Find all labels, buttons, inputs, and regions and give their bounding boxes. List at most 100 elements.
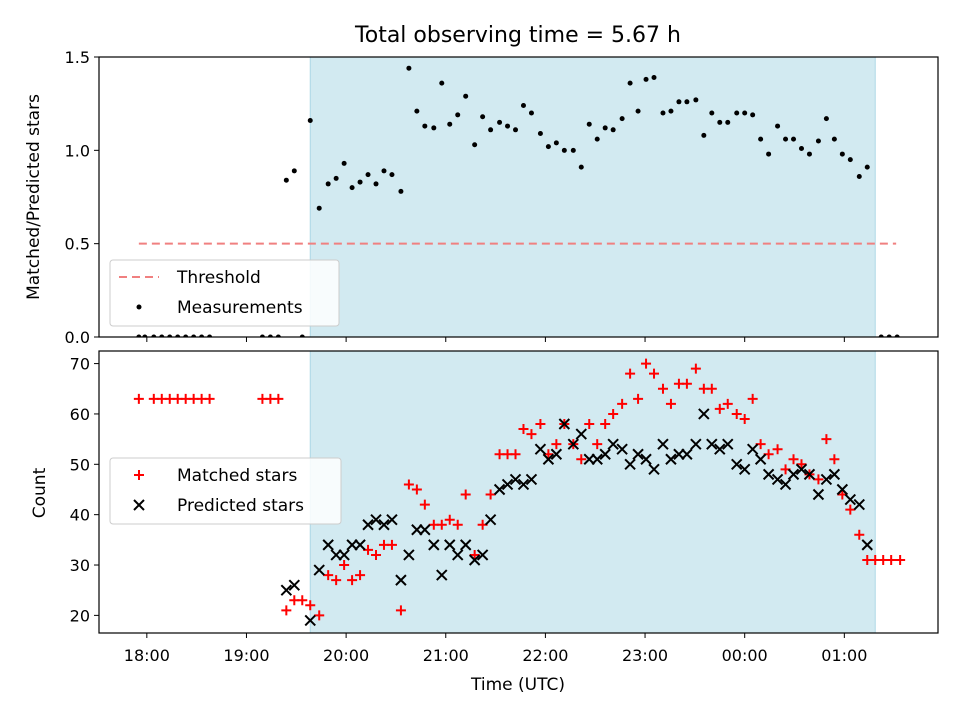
measurements-point [406,65,412,71]
predicted-stars-point [567,438,580,450]
predicted-stars-point [787,468,800,481]
matched-stars-point [584,419,595,430]
top-y-tick-label: 0.5 [65,235,90,254]
matched-stars-point [323,570,334,581]
measurements-point [447,121,453,127]
measurements-point [684,99,690,105]
matched-stars-point [551,439,562,450]
matched-stars-point [845,504,856,515]
top-observing-window [309,56,876,338]
measurements-point [136,334,142,337]
measurements-point [619,116,625,122]
measurements-point [283,177,289,183]
measurements-point [545,144,551,150]
matched-stars-point [690,363,701,374]
predicted-stars-point [665,453,677,465]
measurements-point [398,188,404,194]
matched-stars-point [436,519,447,530]
predicted-stars-point [698,408,710,420]
predicted-stars-point [476,549,489,561]
measurements-point [701,132,707,138]
bottom-y-tick-label: 60 [70,405,90,424]
measurements-point [815,138,821,144]
matched-stars-point [371,549,382,560]
measurements-point [299,334,305,337]
plot-layer: 0.0 0.5 1.0 1.5 Threshold Measurements 20 30 40 5… [65,48,939,665]
bottom-y-tick-label: 70 [70,355,90,374]
top-y-axis-label: Matched/Predicted stars [24,94,44,300]
matched-stars-point [281,605,292,616]
bottom-legend-box [109,457,342,525]
measurements-point [373,181,379,187]
measurements-point [668,108,674,114]
matched-stars-point [886,554,897,565]
measurements-point [365,172,371,178]
predicted-stars-point [525,473,538,486]
measurements-point [199,334,205,337]
measurements-point [856,173,862,179]
predicted-stars-point [280,584,293,596]
predicted-stars-point [313,564,325,576]
matched-stars-point [829,454,840,465]
x-tick-label: 20:00 [323,646,369,665]
measurements-point [207,334,213,337]
measurements-point [497,119,503,125]
measurements-point [333,175,339,181]
matched-stars-point [706,383,717,394]
predicted-stars-point [550,448,563,460]
predicted-stars-point [738,463,751,476]
matched-stars-point [510,449,521,460]
matched-stars-point [747,393,758,404]
predicted-stars-point [731,458,743,471]
matched-stars-point [526,429,537,440]
measurements-point [693,97,699,103]
matched-stars-point [460,489,471,500]
matched-stars-point [772,444,783,455]
predicted-stars-point [558,418,571,430]
predicted-stars-point [403,549,415,561]
predicted-stars-point [681,448,693,460]
measurements-point [717,119,723,125]
predicted-stars-point [575,428,587,440]
matched-stars-point [592,439,603,450]
matched-stars-point [649,368,660,379]
bottom-y-tick-label: 40 [70,506,90,525]
bottom-y-axis-label: Count [30,467,50,518]
measurements-point [578,164,584,170]
measurements-point [357,179,363,185]
bottom-legend: Matched stars Predicted stars [109,457,342,525]
predicted-stars-point [362,519,374,531]
measurements-point [839,151,845,157]
measurements-point [472,142,478,148]
predicted-stars-point [820,473,833,486]
matched-stars-point [681,378,692,389]
measurements-point [151,334,157,337]
matched-stars-point [411,484,422,495]
measurements-point [783,136,789,142]
predicted-stars-point [419,524,431,536]
predicted-stars-point [378,519,390,531]
predicted-stars-point [853,498,865,511]
measurements-point [142,334,148,337]
predicted-stars-point [690,438,702,450]
matched-stars-point [576,454,587,465]
matched-stars-point [617,398,628,409]
matched-stars-point [518,424,529,435]
matched-stars-point [813,474,824,485]
measurements-point [528,110,534,116]
measurements-point [325,181,331,187]
matched-stars-point [788,454,799,465]
predicted-stars-point [844,493,857,506]
matched-stars-point [731,408,742,419]
legend-predicted-swatch [133,499,145,511]
legend-entry-label: Predicted stars [177,496,304,516]
predicted-stars-point [322,539,334,551]
predicted-stars-point [657,438,669,450]
measurements-point [175,334,181,337]
measurements-point [594,136,600,142]
measurements-point [553,140,559,146]
matched-stars-point [608,408,619,419]
measurements-point [275,334,281,337]
measurements-point [455,112,461,118]
measurements-point [864,164,870,170]
